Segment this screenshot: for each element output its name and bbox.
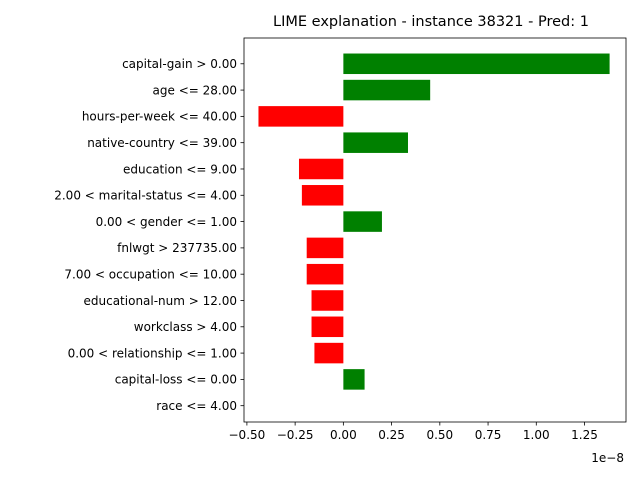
x-tick-label: −0.50 [229, 428, 266, 442]
y-tick-label: capital-gain > 0.00 [122, 57, 237, 71]
y-tick-label: 0.00 < relationship <= 1.00 [68, 346, 237, 360]
bar-3 [343, 132, 408, 153]
x-tick-label: 0.75 [475, 428, 502, 442]
bar-8 [306, 263, 344, 285]
axes-layer [240, 37, 627, 426]
y-tick-label: hours-per-week <= 40.00 [82, 110, 237, 124]
x-scale-exponent-label: 1e−8 [591, 451, 624, 465]
y-tick-label: race <= 4.00 [156, 399, 237, 413]
y-tick-labels: capital-gain > 0.00 age <= 28.00 hours-per… [54, 57, 237, 413]
bar-6 [343, 211, 382, 232]
bar-9 [311, 290, 344, 311]
bar-2 [258, 106, 344, 127]
y-tick-label: capital-loss <= 0.00 [115, 373, 237, 387]
y-tick-label: 7.00 < occupation <= 10.00 [64, 267, 237, 281]
bar-4 [298, 158, 344, 180]
y-tick-label: education <= 9.00 [123, 162, 237, 176]
y-tick-label: age <= 28.00 [153, 83, 237, 97]
bar-0 [343, 53, 610, 75]
bar-7 [306, 237, 344, 259]
plot-frame [243, 37, 627, 423]
bar-11 [314, 342, 344, 364]
bars-layer [258, 53, 610, 390]
y-tick-label: native-country <= 39.00 [87, 136, 237, 150]
bar-12 [343, 369, 365, 390]
chart-title: LIME explanation - instance 38321 - Pred… [273, 14, 589, 30]
y-tick-label: fnlwgt > 237735.00 [117, 241, 237, 255]
bar-1 [343, 79, 431, 101]
y-tick-label: educational-num > 12.00 [84, 294, 238, 308]
y-tick-label: workclass > 4.00 [134, 320, 237, 334]
x-tick-label: 1.25 [571, 428, 598, 442]
x-tick-label: 1.00 [523, 428, 550, 442]
x-tick-label: 0.50 [426, 428, 453, 442]
x-tick-label: 0.00 [330, 428, 357, 442]
bar-5 [301, 185, 344, 206]
y-tick-label: 2.00 < marital-status <= 4.00 [54, 189, 237, 203]
x-tick-labels: −0.50 −0.25 0.00 0.25 0.50 0.75 1.00 1.25 [229, 428, 598, 442]
bar-10 [311, 316, 344, 338]
y-tick-label: 0.00 < gender <= 1.00 [96, 215, 237, 229]
x-tick-label: 0.25 [378, 428, 405, 442]
x-tick-label: −0.25 [277, 428, 314, 442]
